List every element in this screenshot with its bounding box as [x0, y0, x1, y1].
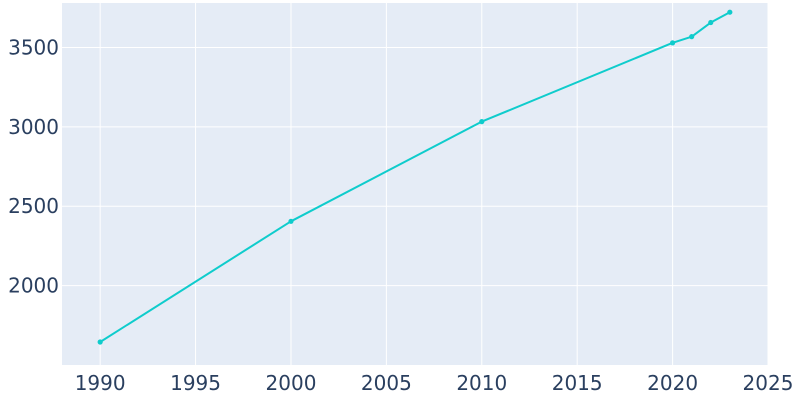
- x-tick-label: 1990: [75, 371, 126, 395]
- x-tick-label: 1995: [170, 371, 221, 395]
- x-tick-label: 2020: [647, 371, 698, 395]
- x-tick-label: 2015: [552, 371, 603, 395]
- data-point: [288, 218, 294, 224]
- x-axis-tick-labels: 1990 1995 2000 2005 2010 2015 2020 2025: [75, 371, 794, 395]
- x-tick-label: 2025: [743, 371, 794, 395]
- y-tick-label: 3000: [8, 115, 59, 139]
- data-point: [669, 40, 676, 46]
- x-tick-label: 2000: [266, 371, 317, 395]
- x-tick-label: 2010: [456, 371, 507, 395]
- series-layer: [97, 9, 733, 345]
- y-tick-label: 3500: [8, 35, 59, 59]
- data-point: [479, 119, 485, 125]
- data-point: [689, 34, 695, 40]
- data-point: [727, 9, 733, 15]
- x-tick-label: 2005: [361, 371, 412, 395]
- plot-area: [62, 3, 768, 365]
- data-point: [708, 19, 714, 26]
- y-tick-label: 2000: [8, 274, 59, 298]
- data-point: [97, 339, 103, 345]
- y-tick-label: 2500: [8, 194, 59, 218]
- y-axis-tick-labels: 2000 2500 3000 3500: [8, 35, 59, 297]
- grid-lines: [62, 3, 769, 365]
